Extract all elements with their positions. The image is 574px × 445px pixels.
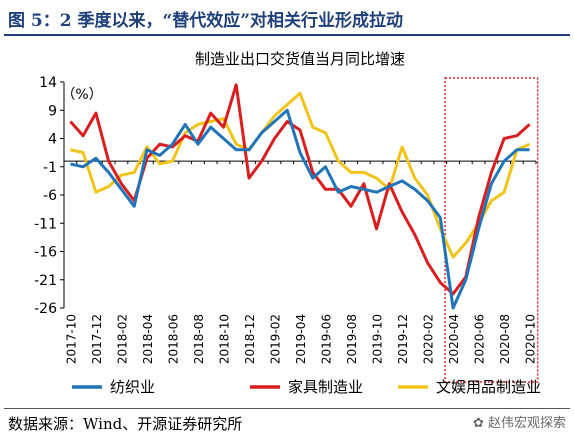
x-axis: 2017-10 2017-12 2018-02 2018-04 2018-06 2018-… <box>63 160 538 364</box>
legend-label-1: 家具制造业 <box>288 378 363 396</box>
chart-title: 制造业出口交货值当月同比增速 <box>195 50 405 68</box>
x-tick-label: 2019-04 <box>294 314 308 364</box>
legend-label-0: 纺织业 <box>110 378 155 396</box>
x-tick-label: 2018-08 <box>192 314 206 364</box>
y-tick-label: 9 <box>48 103 57 119</box>
legend-label-2: 文娱用品制造业 <box>436 378 541 396</box>
legend: 纺织业 家具制造业 文娱用品制造业 <box>72 378 541 396</box>
highlight-rect <box>444 77 539 383</box>
y-tick-label: -21 <box>34 273 57 289</box>
title-rule <box>4 34 570 36</box>
x-tick-label: 2017-12 <box>90 314 104 364</box>
y-axis-label: （%） <box>61 87 102 103</box>
source-note: 数据来源：Wind、开源证券研究所 <box>8 415 243 433</box>
x-tick-label: 2018-06 <box>166 314 180 364</box>
y-tick-label: -26 <box>34 301 57 317</box>
wechat-icon: ✿ <box>472 416 488 431</box>
series-line-1 <box>69 83 531 296</box>
y-tick-label: -1 <box>43 160 57 176</box>
highlight-box <box>444 77 539 383</box>
x-tick-label: 2020-02 <box>422 314 436 364</box>
x-tick-label: 2020-08 <box>498 314 512 364</box>
x-tick-label: 2019-12 <box>396 314 410 364</box>
series-line-0 <box>70 108 530 310</box>
series-line-2 <box>70 91 531 259</box>
x-tick-label: 2017-10 <box>64 314 78 364</box>
y-tick-label: 14 <box>39 75 57 91</box>
y-tick-label: -6 <box>43 188 57 204</box>
x-tick-label: 2018-02 <box>115 314 129 364</box>
y-tick-label: -16 <box>34 245 57 261</box>
y-tick-label: -11 <box>34 216 57 232</box>
y-tick-label: 4 <box>48 132 57 148</box>
watermark: ✿ 赵伟宏观探索 <box>473 412 566 431</box>
x-tick-label: 2018-12 <box>243 314 257 364</box>
x-tick-label: 2019-08 <box>345 314 359 364</box>
x-tick-label: 2020-04 <box>447 314 461 364</box>
x-tick-label: 2019-10 <box>371 314 385 364</box>
x-tick-label: 2019-02 <box>268 314 282 364</box>
x-tick-label: 2018-04 <box>141 314 155 364</box>
x-tick-label: 2018-10 <box>217 314 231 364</box>
x-tick-label: 2019-06 <box>320 314 334 364</box>
x-tick-label: 2020-10 <box>524 314 538 364</box>
y-axis: 14 9 4 -1 -6 -11 -16 -21 -26 <box>34 75 65 317</box>
bottom-rule <box>4 408 570 409</box>
series-lines <box>69 83 531 310</box>
x-tick-label: 2020-06 <box>473 314 487 364</box>
figure-title: 图 5：2 季度以来，“替代效应”对相关行业形成拉动 <box>8 11 404 31</box>
watermark-text: 赵伟宏观探索 <box>487 416 566 431</box>
